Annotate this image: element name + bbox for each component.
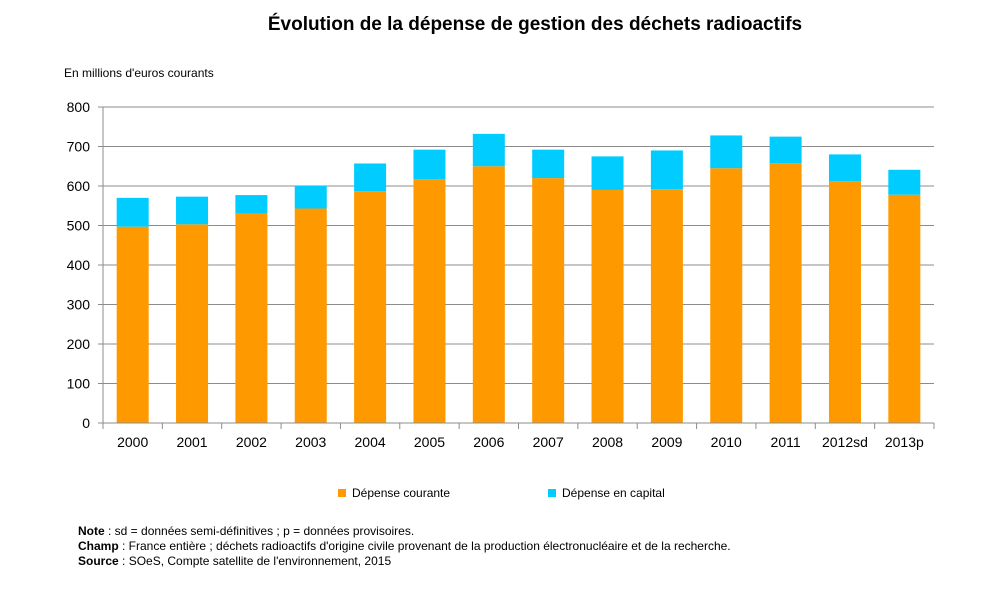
gridlines <box>103 106 934 384</box>
y-tick-label: 200 <box>67 336 91 352</box>
axes: 0 100 200 300 400 500 600 700 800 2000 2001 2002 200… <box>67 99 935 450</box>
bar-segment-capital <box>116 197 149 227</box>
x-tick-label: 2002 <box>236 434 267 450</box>
bar-segment-current <box>176 224 209 423</box>
legend-swatch-current <box>338 489 346 497</box>
bar-segment-capital <box>532 149 565 179</box>
x-tick-label: 2006 <box>473 434 504 450</box>
x-tick-label: 2013p <box>885 434 924 450</box>
bar-segment-capital <box>710 135 743 169</box>
footnotes: Note : sd = données semi-définitives ; p… <box>78 524 731 569</box>
bar-segment-current <box>116 226 149 423</box>
note-label: Note <box>78 524 105 538</box>
bar-segment-current <box>413 179 446 423</box>
bar-segment-capital <box>828 154 861 182</box>
bar-segment-current <box>888 194 921 423</box>
x-tick-label: 2011 <box>771 434 801 450</box>
bar-segment-current <box>294 208 327 423</box>
unit-label: En millions d'euros courants <box>64 66 214 80</box>
bar-segment-current <box>710 168 743 423</box>
bar-segment-capital <box>472 133 505 167</box>
bar-segment-capital <box>591 156 624 190</box>
note-text: : sd = données semi-définitives ; p = do… <box>104 524 415 538</box>
x-tick-label: 2003 <box>295 434 326 450</box>
chart-title: Évolution de la dépense de gestion des d… <box>267 14 803 35</box>
x-tick-label: 2000 <box>117 434 148 450</box>
legend-item-current: Dépense courante <box>338 486 450 500</box>
y-tick-label: 600 <box>67 178 91 194</box>
y-tick-label: 500 <box>67 218 91 234</box>
champ-label: Champ <box>78 539 119 553</box>
bar-segment-current <box>354 191 387 423</box>
bar-segment-capital <box>176 196 209 225</box>
x-tick-label: 2001 <box>176 434 207 450</box>
bar-segment-current <box>532 178 565 423</box>
bars <box>116 133 921 423</box>
legend-item-capital: Dépense en capital <box>548 486 665 500</box>
x-tick-label: 2009 <box>651 434 682 450</box>
bar-segment-capital <box>413 149 446 180</box>
legend-swatch-capital <box>548 489 556 497</box>
x-tick-label: 2005 <box>414 434 445 450</box>
source-label: Source <box>78 554 119 568</box>
source-text: : SOeS, Compte satellite de l'environnem… <box>118 554 392 568</box>
bar-segment-capital <box>888 169 921 195</box>
bar-segment-current <box>591 189 624 423</box>
bar-segment-capital <box>235 195 268 214</box>
x-tick-label: 2008 <box>592 434 623 450</box>
x-tick-label: 2010 <box>711 434 742 450</box>
source-line: Source : SOeS, Compte satellite de l'env… <box>78 554 731 569</box>
y-tick-label: 0 <box>82 415 90 431</box>
bar-segment-current <box>769 163 802 423</box>
bar-segment-current <box>235 213 268 423</box>
legend-label-current: Dépense courante <box>352 486 451 500</box>
y-tick-label: 800 <box>67 99 91 115</box>
bar-segment-capital <box>769 136 802 164</box>
x-tick-label: 2007 <box>533 434 564 450</box>
y-tick-label: 100 <box>67 376 91 392</box>
x-tick-label: 2012sd <box>822 434 868 450</box>
legend-label-capital: Dépense en capital <box>562 486 665 500</box>
bar-segment-capital <box>354 163 387 192</box>
bar-segment-capital <box>650 150 683 190</box>
y-tick-label: 400 <box>67 257 91 273</box>
champ-line: Champ : France entière ; déchets radioac… <box>78 539 731 554</box>
x-tick-label: 2004 <box>355 434 386 450</box>
bar-segment-capital <box>294 186 327 209</box>
y-tick-label: 300 <box>67 297 91 313</box>
note-line: Note : sd = données semi-définitives ; p… <box>78 524 731 539</box>
bar-segment-current <box>828 181 861 423</box>
bar-segment-current <box>472 166 505 423</box>
bar-segment-current <box>650 189 683 423</box>
y-tick-label: 700 <box>67 139 91 155</box>
champ-text: : France entière ; déchets radioactifs d… <box>118 539 731 553</box>
